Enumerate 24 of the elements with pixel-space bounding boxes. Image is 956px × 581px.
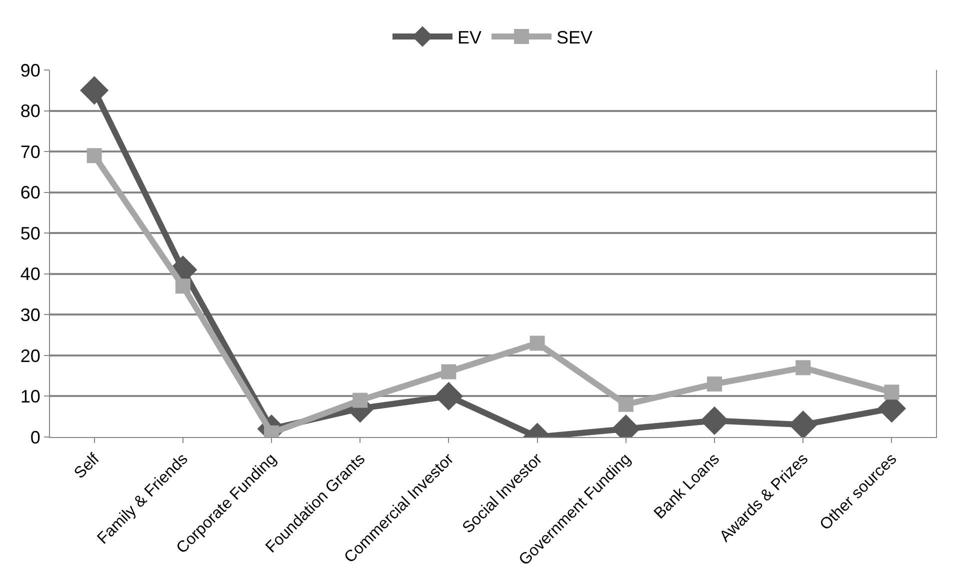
y-tick-label: 80 (20, 101, 40, 122)
point (530, 336, 545, 351)
point (707, 376, 722, 392)
legend-label: SEV (556, 28, 593, 48)
y-tick-label: 10 (20, 386, 40, 407)
point (175, 278, 190, 294)
point (441, 364, 456, 380)
point (434, 382, 463, 411)
y-tick-label: 60 (20, 182, 40, 203)
point (80, 76, 109, 105)
point (884, 384, 900, 400)
point (618, 396, 634, 412)
y-tick-label: 90 (20, 60, 40, 80)
legend-label: EV (458, 28, 482, 48)
y-tick-label: 40 (20, 264, 40, 284)
x-tick-label: Self (71, 450, 104, 482)
y-tick-label: 20 (20, 346, 40, 366)
y-tick-label: 50 (20, 223, 40, 244)
y-tick-label: 70 (20, 142, 40, 162)
y-tick-label: 0 (30, 427, 40, 448)
point (86, 148, 102, 164)
point (352, 392, 368, 408)
y-tick-label: 30 (20, 304, 40, 325)
point (796, 360, 811, 376)
